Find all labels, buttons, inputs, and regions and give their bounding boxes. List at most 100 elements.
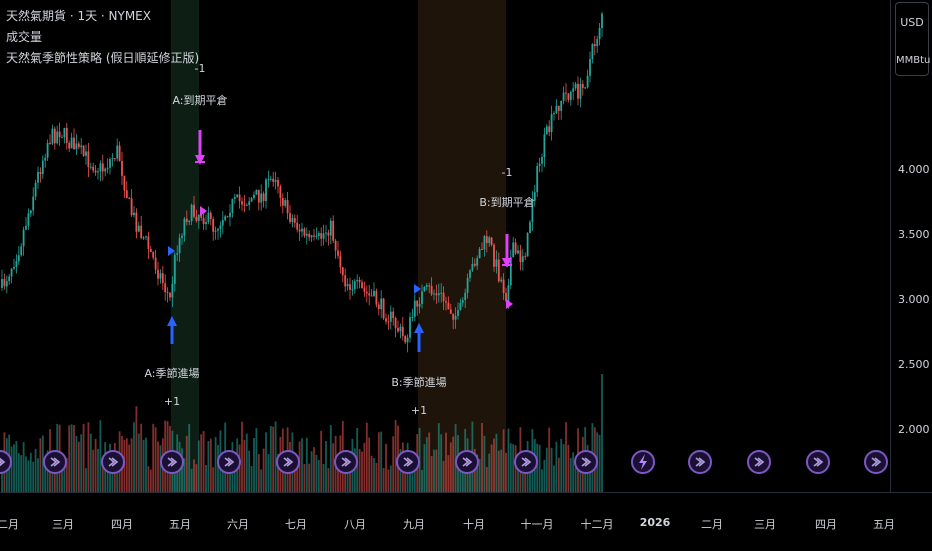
time-tick-label: 二月	[701, 518, 723, 531]
time-tick-label: 六月	[227, 518, 249, 531]
candle-body	[85, 151, 87, 156]
volume-bar	[226, 456, 229, 492]
volume-bar	[413, 463, 416, 492]
candle-body	[437, 293, 440, 296]
dividend-arrow-icon[interactable]	[101, 450, 125, 474]
candle-body	[512, 242, 515, 258]
volume-bar	[373, 458, 375, 492]
candle-body	[397, 327, 399, 332]
volume-bar	[598, 434, 601, 492]
candle-body	[469, 270, 471, 278]
volume-bar	[385, 443, 387, 492]
candle-body	[178, 238, 181, 254]
volume-bar	[449, 442, 452, 492]
volume-bar	[197, 440, 200, 492]
candle-body	[260, 193, 263, 203]
volume-bar	[377, 432, 380, 492]
volume-bar	[82, 424, 85, 492]
candle-body	[457, 309, 459, 316]
candle-body	[421, 291, 423, 304]
candle-body	[423, 286, 426, 292]
candle-body	[473, 263, 476, 266]
dividend-arrow-icon[interactable]	[514, 450, 538, 474]
candle-body	[401, 326, 404, 336]
volume-bar	[284, 468, 287, 492]
volume-bar	[423, 444, 426, 492]
candle-body	[339, 255, 342, 268]
time-tick-label: 十一月	[520, 518, 554, 531]
candle-body	[308, 233, 311, 238]
price-tick-label: 2.000	[898, 423, 930, 436]
volume-bar	[193, 459, 195, 492]
volume-indicator-label[interactable]: 成交量	[6, 30, 43, 44]
dividend-arrow-icon[interactable]	[276, 450, 300, 474]
candle-body	[329, 220, 332, 236]
candle-body	[44, 157, 47, 161]
candle-body	[142, 237, 145, 239]
dividend-arrow-icon[interactable]	[43, 450, 67, 474]
dividend-arrow-icon[interactable]	[217, 450, 241, 474]
dividend-arrow-icon[interactable]	[688, 450, 712, 474]
dividend-arrow-icon[interactable]	[160, 450, 184, 474]
dividend-arrow-icon[interactable]	[806, 450, 830, 474]
dividend-arrow-icon[interactable]	[334, 450, 358, 474]
price-scale[interactable]	[890, 0, 932, 492]
volume-bar	[212, 467, 215, 492]
candle-body	[171, 283, 174, 298]
candle-body	[145, 236, 147, 238]
volume-bar	[411, 459, 414, 492]
time-tick-label-year: 2026	[639, 516, 671, 529]
candle-body	[29, 210, 32, 214]
candle-body	[550, 114, 553, 132]
candle-body	[267, 179, 270, 181]
volume-bar	[202, 431, 205, 492]
dividend-arrow-icon[interactable]	[455, 450, 479, 474]
candle-body	[22, 229, 25, 247]
candle-body	[334, 240, 337, 251]
candle-body	[541, 157, 543, 164]
strategy-label[interactable]: 天然氣季節性策略 (假日順延修正版)	[6, 51, 200, 65]
volume-bar	[517, 468, 519, 492]
volume-bar	[536, 443, 539, 492]
candle-body	[221, 220, 224, 226]
candle-body	[97, 171, 99, 173]
dividend-arrow-icon[interactable]	[747, 450, 771, 474]
dividend-arrow-icon[interactable]	[396, 450, 420, 474]
volume-bar	[255, 428, 258, 492]
exit-label-b: B:到期平倉	[479, 196, 535, 209]
volume-bar	[502, 429, 505, 492]
candle-body	[433, 293, 435, 295]
candle-body	[236, 194, 239, 197]
lightning-icon[interactable]	[631, 450, 655, 474]
candle-body	[447, 302, 450, 310]
candle-body	[293, 218, 296, 223]
time-axis[interactable]	[0, 492, 932, 551]
currency-label: USD	[900, 16, 924, 29]
volume-bar	[77, 441, 80, 492]
signal-markers	[167, 130, 513, 352]
volume-bar	[368, 437, 371, 492]
candle-body	[545, 126, 548, 135]
currency-unit-button[interactable]: USD MMBtu	[895, 2, 930, 76]
candle-body	[493, 244, 495, 267]
time-tick-label: 九月	[403, 518, 425, 531]
volume-bar	[454, 424, 457, 492]
volume-bar	[149, 469, 152, 492]
volume-bar	[550, 447, 553, 492]
volume-bar	[229, 456, 231, 492]
candle-body	[313, 235, 315, 237]
dividend-arrow-icon[interactable]	[864, 450, 888, 474]
volume-bar	[557, 457, 560, 492]
dividend-arrow-icon[interactable]	[574, 450, 598, 474]
volume-bar	[152, 423, 155, 492]
candle-body	[197, 214, 200, 221]
dividend-arrow-icon[interactable]	[0, 450, 12, 474]
chart-plot-area[interactable]	[0, 0, 890, 492]
candle-body	[382, 298, 385, 319]
candle-body	[118, 145, 121, 161]
candle-body	[111, 158, 114, 160]
volume-bar	[545, 447, 548, 492]
symbol-title[interactable]: 天然氣期貨 · 1天 · NYMEX	[6, 9, 151, 23]
candle-body	[253, 194, 255, 198]
candle-body	[63, 127, 66, 138]
